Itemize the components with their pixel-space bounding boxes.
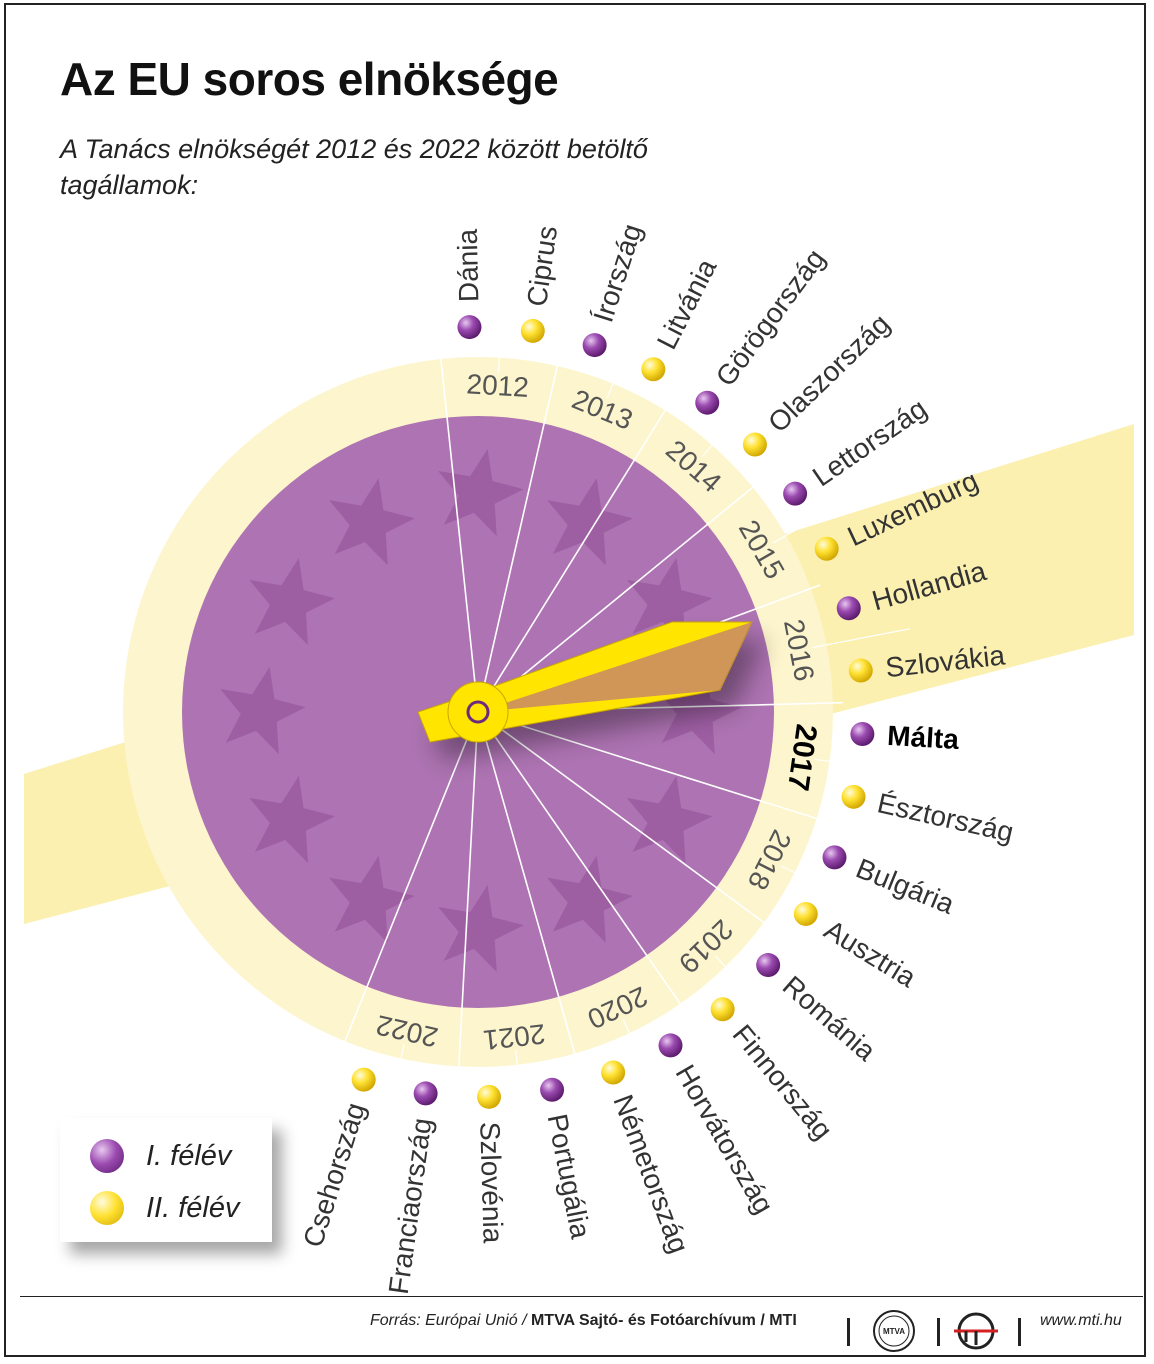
mtva-logo-text: MTVA — [883, 1327, 905, 1336]
eu-star-icon — [329, 478, 415, 566]
eu-star-icon — [249, 776, 335, 863]
mtva-logo-icon: MTVA — [873, 1310, 915, 1352]
year-divider — [439, 348, 479, 707]
country-label: Franciaország — [383, 1116, 438, 1296]
year-divider — [457, 717, 479, 1077]
country-label: Csehország — [297, 1099, 371, 1251]
half-year-divider — [780, 865, 871, 912]
country-label: Ciprus — [521, 224, 563, 309]
country-label: Szlovénia — [474, 1121, 508, 1244]
clock-hand — [417, 621, 766, 760]
country-label: Észtország — [875, 787, 1017, 848]
footer-source-org: MTVA Sajtó- és Fotóarchívum / MTI — [530, 1312, 797, 1329]
country-label: Málta — [886, 720, 960, 755]
footer-separator — [937, 1318, 940, 1346]
frame — [4, 3, 1146, 1357]
eu-star-icon — [547, 478, 633, 566]
purple-dot-icon — [836, 596, 861, 621]
yellow-dot-icon — [848, 658, 873, 683]
country-label: Lettország — [807, 393, 932, 493]
year-divider — [480, 716, 687, 1013]
purple-dot-icon — [90, 1139, 124, 1173]
yellow-dot-icon — [90, 1191, 124, 1225]
half-year-divider — [772, 492, 861, 544]
purple-dot-icon — [582, 333, 607, 358]
yellow-dot-icon — [814, 536, 839, 561]
year-divider — [478, 356, 561, 707]
footer-separator — [847, 1318, 850, 1346]
year-label: 2012 — [466, 368, 530, 403]
yellow-dot-icon — [841, 784, 866, 809]
year-divider — [482, 480, 762, 709]
yellow-dot-icon — [641, 357, 666, 382]
page-subtitle: A Tanács elnökségét 2012 és 2022 között … — [60, 134, 648, 200]
year-divider — [478, 717, 579, 1064]
country-label: Ausztria — [819, 914, 922, 994]
country-label: Finnország — [727, 1019, 839, 1146]
page-title: Az EU soros elnöksége — [60, 53, 559, 105]
yellow-dot-icon — [520, 318, 545, 343]
yellow-dot-icon — [710, 997, 735, 1022]
half-year-divider — [515, 1049, 528, 1150]
eu-star-icon — [627, 776, 713, 863]
purple-dot-icon — [695, 390, 720, 415]
yellow-dot-icon — [742, 432, 767, 457]
purple-dot-icon — [783, 481, 808, 506]
country-label: Írország — [587, 220, 647, 326]
yellow-dot-icon — [601, 1060, 626, 1085]
purple-dot-icon — [457, 315, 482, 340]
yellow-dot-icon — [476, 1084, 501, 1109]
eu-star-icon — [547, 855, 633, 943]
eu-star-icon — [329, 855, 415, 943]
country-label: Portugália — [542, 1111, 597, 1241]
eu-star-icon — [220, 667, 306, 754]
country-label: Németország — [607, 1090, 694, 1257]
half-year-divider — [814, 758, 914, 774]
year-label: 2021 — [482, 1018, 547, 1056]
mti-logo-icon — [954, 1312, 998, 1350]
eu-stars — [220, 449, 742, 972]
footer-separator — [1018, 1318, 1021, 1346]
purple-dot-icon — [756, 953, 781, 978]
footer-url: www.mti.hu — [1040, 1312, 1122, 1329]
half-year-divider — [714, 955, 786, 1028]
country-label: Horvátország — [670, 1059, 780, 1219]
eu-star-icon — [438, 449, 524, 536]
footer-source: Forrás: Európai Unió / MTVA Sajtó- és Fo… — [370, 1312, 797, 1348]
footer-source-prefix: Forrás: Európai Unió / — [370, 1312, 527, 1329]
year-divider — [482, 714, 773, 930]
purple-dot-icon — [413, 1081, 438, 1106]
year-divider — [340, 717, 477, 1051]
legend-second-label: II. félév — [146, 1192, 240, 1224]
country-label: Románia — [777, 970, 882, 1067]
purple-dot-icon — [850, 721, 875, 746]
purple-dot-icon — [822, 845, 847, 870]
year-divider — [480, 401, 672, 708]
half-year-divider — [606, 304, 646, 398]
semester-dots — [351, 315, 875, 1109]
country-label: Dánia — [452, 228, 485, 302]
legend: I. félév II. félév — [60, 1118, 272, 1242]
footer-rule — [20, 1296, 1143, 1297]
legend-first-label: I. félév — [146, 1140, 232, 1172]
yellow-dot-icon — [793, 901, 818, 926]
purple-dot-icon — [540, 1077, 565, 1102]
half-year-divider — [381, 1043, 405, 1142]
half-year-divider — [497, 272, 506, 373]
half-year-divider — [701, 380, 769, 457]
half-year-divider — [622, 1019, 667, 1111]
eu-star-icon — [438, 885, 524, 972]
purple-dot-icon — [658, 1033, 683, 1058]
half-year-divider — [811, 628, 911, 649]
country-label: Litvánia — [651, 254, 723, 354]
eu-star-icon — [249, 558, 335, 645]
eu-star-icon — [627, 558, 713, 645]
yellow-dot-icon — [351, 1067, 376, 1092]
